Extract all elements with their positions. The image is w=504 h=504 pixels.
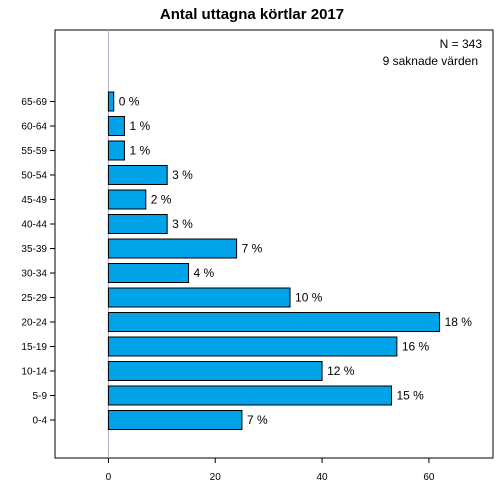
data-label-35-39: 7 % <box>242 242 263 256</box>
bar-40-44 <box>107 214 168 234</box>
data-label-30-34: 4 % <box>194 266 215 280</box>
bar-35-39 <box>107 238 238 259</box>
y-tick-label-50-54: 50-54 <box>21 171 47 182</box>
y-tick-label-5-9: 5-9 <box>33 391 48 402</box>
data-label-45-49: 2 % <box>151 193 172 207</box>
bar-10-14 <box>107 361 323 381</box>
x-tick-label-60: 60 <box>423 472 435 483</box>
data-label-65-69: 0 % <box>119 95 140 109</box>
y-tick-label-25-29: 25-29 <box>21 293 47 304</box>
y-tick-label-45-49: 45-49 <box>21 195 47 206</box>
bar-5-9 <box>107 385 393 406</box>
sample-size-note: N = 343 <box>440 37 483 51</box>
missing-values-note: 9 saknade värden <box>383 54 478 68</box>
bar-0-4 <box>107 410 243 430</box>
data-label-0-4: 7 % <box>247 413 268 427</box>
y-tick-label-65-69: 65-69 <box>21 97 47 108</box>
data-label-15-19: 16 % <box>402 340 430 354</box>
bar-60-64 <box>107 116 125 136</box>
bar-50-54 <box>107 165 168 185</box>
y-tick-label-35-39: 35-39 <box>21 244 47 255</box>
y-tick-label-60-64: 60-64 <box>21 122 47 133</box>
data-label-55-59: 1 % <box>129 144 150 158</box>
y-tick-label-0-4: 0-4 <box>33 416 48 427</box>
y-tick-label-40-44: 40-44 <box>21 220 47 231</box>
x-tick-label-40: 40 <box>317 472 329 483</box>
data-label-60-64: 1 % <box>129 119 150 133</box>
data-label-10-14: 12 % <box>327 364 355 378</box>
y-tick-label-10-14: 10-14 <box>21 367 47 378</box>
bar-45-49 <box>107 189 147 210</box>
y-tick-label-15-19: 15-19 <box>21 342 47 353</box>
y-tick-label-20-24: 20-24 <box>21 318 47 329</box>
data-label-20-24: 18 % <box>445 315 473 329</box>
y-tick-label-55-59: 55-59 <box>21 146 47 157</box>
data-label-25-29: 10 % <box>295 291 323 305</box>
data-label-5-9: 15 % <box>397 389 425 403</box>
bar-15-19 <box>107 336 398 357</box>
x-tick-label-20: 20 <box>210 472 222 483</box>
chart-title: Antal uttagna körtlar 2017 <box>160 6 344 23</box>
data-label-40-44: 3 % <box>172 217 193 231</box>
bar-55-59 <box>107 140 125 161</box>
bar-30-34 <box>107 263 190 283</box>
data-label-50-54: 3 % <box>172 168 193 182</box>
bar-65-69 <box>107 91 115 112</box>
y-tick-label-30-34: 30-34 <box>21 269 47 280</box>
bar-25-29 <box>107 287 291 308</box>
x-tick-label-0: 0 <box>106 472 112 483</box>
plot-frame <box>54 29 494 459</box>
bar-20-24 <box>107 312 441 332</box>
